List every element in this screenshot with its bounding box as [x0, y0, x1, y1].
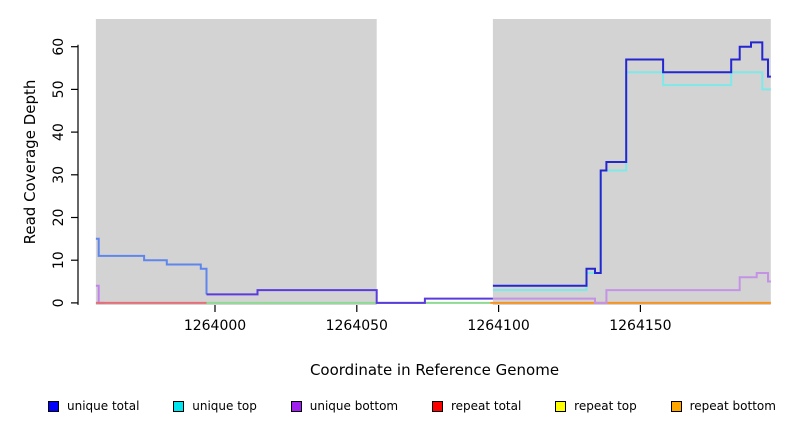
y-tick-label: 40 — [51, 123, 67, 141]
legend-swatch-icon — [173, 400, 185, 412]
legend-label: unique total — [67, 399, 140, 413]
legend-swatch-icon — [290, 400, 302, 412]
legend-item-unique-bottom: unique bottom — [290, 399, 399, 413]
legend-label: repeat top — [574, 399, 637, 413]
legend-item-repeat-top: repeat top — [555, 399, 637, 413]
legend-label: repeat bottom — [689, 399, 776, 413]
series-unique-bottom-right- — [492, 272, 771, 304]
legend: unique total unique top unique bottom repea… — [48, 399, 776, 413]
y-tick-label: 60 — [51, 38, 67, 56]
y-axis-label: Read Coverage Depth — [21, 79, 39, 245]
x-tick-label: 1264050 — [326, 318, 388, 334]
series-unique-total-left- — [95, 237, 208, 295]
legend-item-unique-top: unique top — [173, 399, 257, 413]
y-tick-label: 50 — [51, 80, 67, 98]
x-tick-label: 1264100 — [467, 318, 529, 334]
legend-item-repeat-total: repeat total — [431, 399, 522, 413]
legend-swatch-icon — [48, 400, 59, 412]
legend-label: unique top — [192, 399, 257, 413]
legend-item-repeat-bottom: repeat bottom — [670, 399, 776, 413]
series-unique-total-middle-over-unique-bottom- — [206, 289, 493, 304]
legend-label: unique bottom — [309, 399, 399, 413]
x-tick-label: 1264150 — [609, 318, 671, 334]
y-tick-label: 0 — [51, 298, 67, 307]
legend-swatch-icon — [431, 400, 443, 412]
y-tick-label: 30 — [51, 166, 67, 184]
y-tick-label: 20 — [51, 209, 67, 227]
series-unique-top — [492, 71, 771, 292]
legend-item-unique-total: unique total — [48, 399, 139, 413]
legend-swatch-icon — [670, 400, 682, 412]
plot-area: 0 10 20 30 40 50 60 1264000 1264050 1264100 126415… — [51, 19, 771, 334]
x-tick-label: 1264000 — [184, 318, 246, 334]
legend-label: repeat total — [450, 399, 522, 413]
plot-background-panel-2 — [492, 19, 771, 305]
y-tick-label: 10 — [51, 251, 67, 269]
plot-background-panel-1 — [95, 19, 377, 305]
legend-swatch-icon — [555, 400, 567, 412]
x-axis-label: Coordinate in Reference Genome — [309, 361, 560, 379]
series-unique-total-right- — [492, 41, 771, 287]
